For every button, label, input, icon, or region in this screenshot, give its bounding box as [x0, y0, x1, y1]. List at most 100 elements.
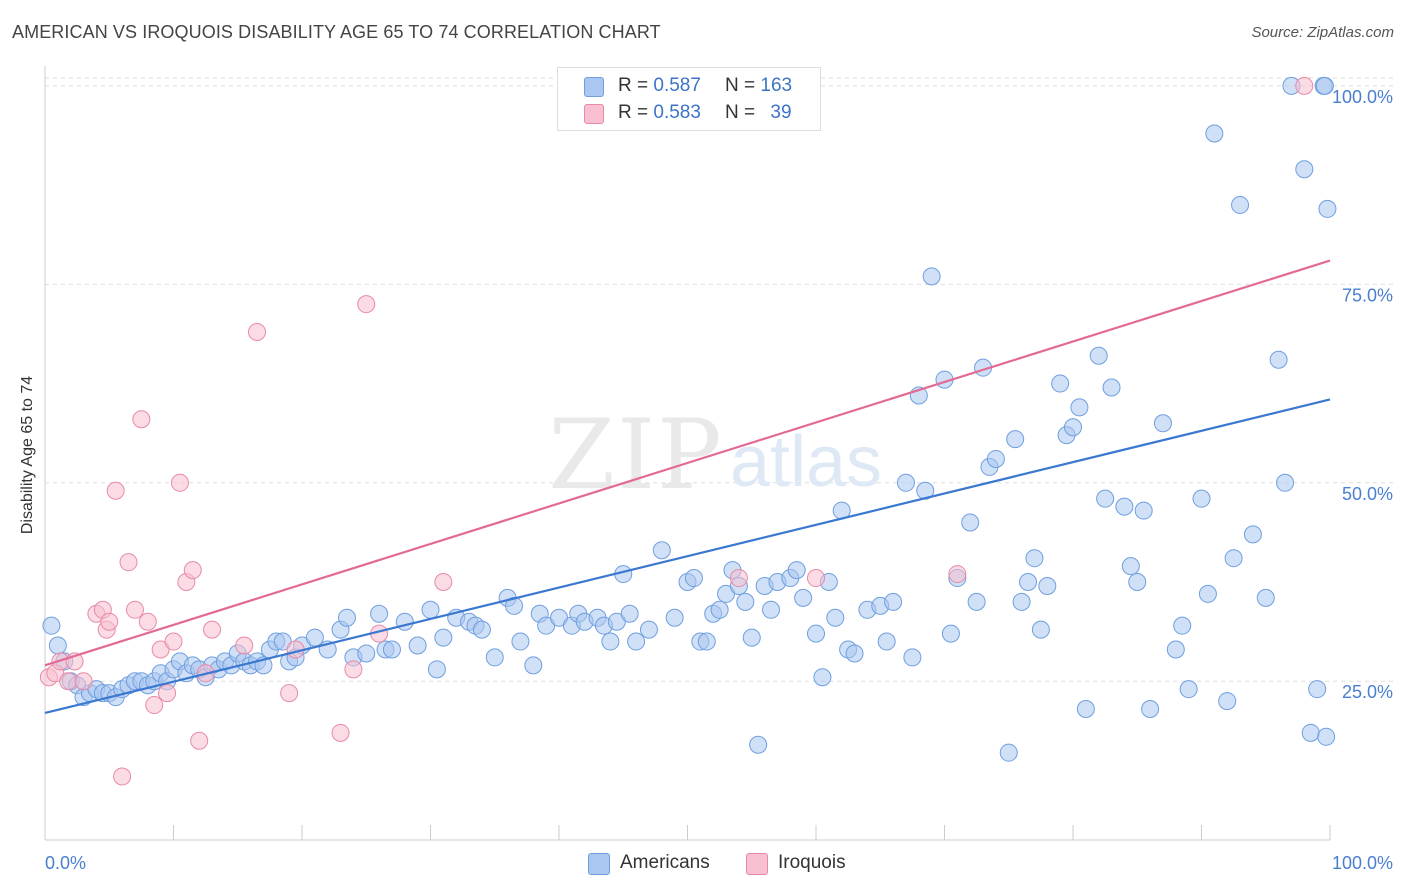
trend-lines	[44, 259, 1331, 715]
point-americans	[370, 604, 389, 623]
point-iroquois	[1295, 76, 1314, 95]
point-americans	[710, 600, 729, 619]
point-americans	[717, 584, 736, 603]
point-iroquois	[344, 660, 363, 679]
trend-line-iroquois	[44, 259, 1331, 667]
point-americans	[273, 632, 292, 651]
point-americans	[505, 596, 524, 615]
point-americans	[427, 660, 446, 679]
point-americans	[1317, 727, 1336, 746]
point-iroquois	[434, 573, 453, 592]
point-americans	[485, 648, 504, 667]
legend-row-americans: R = 0.587 N = 163	[558, 73, 820, 101]
point-iroquois	[106, 481, 125, 500]
point-americans	[896, 473, 915, 492]
point-americans	[903, 648, 922, 667]
bottom-legend-label-iroquois: Iroquois	[778, 852, 846, 873]
point-americans	[1051, 374, 1070, 393]
point-americans	[826, 608, 845, 627]
point-americans	[524, 656, 543, 675]
point-americans	[762, 600, 781, 619]
x-tick-label: 100.0%	[1332, 853, 1393, 873]
point-americans	[1315, 76, 1334, 95]
chart-source: Source: ZipAtlas.com	[1251, 24, 1394, 41]
bottom-legend-label-americans: Americans	[620, 852, 710, 873]
series-iroquois	[39, 76, 1314, 786]
legend-row-iroquois: R = 0.583 N = 39	[558, 100, 820, 128]
point-iroquois	[138, 612, 157, 631]
point-americans	[1301, 723, 1320, 742]
point-americans	[1006, 430, 1025, 449]
point-americans	[1224, 549, 1243, 568]
point-americans	[742, 628, 761, 647]
point-americans	[961, 513, 980, 532]
legend-r-americans: R = 0.587	[618, 75, 701, 96]
point-americans	[652, 541, 671, 560]
legend-swatch-iroquois	[584, 104, 604, 124]
point-americans	[472, 620, 491, 639]
point-americans	[357, 644, 376, 663]
chart-title: AMERICAN VS IROQUOIS DISABILITY AGE 65 T…	[12, 22, 661, 42]
point-americans	[1153, 414, 1172, 433]
point-americans	[1038, 576, 1057, 595]
point-iroquois	[59, 672, 78, 691]
point-iroquois	[357, 295, 376, 314]
point-iroquois	[151, 640, 170, 659]
legend-r-iroquois: R = 0.583	[618, 102, 701, 123]
point-americans	[1166, 640, 1185, 659]
point-americans	[845, 644, 864, 663]
bottom-legend-swatch-americans	[588, 853, 610, 875]
point-americans	[967, 592, 986, 611]
point-iroquois	[729, 569, 748, 588]
point-iroquois	[132, 410, 151, 429]
point-americans	[639, 620, 658, 639]
point-americans	[1121, 557, 1140, 576]
point-americans	[1198, 584, 1217, 603]
point-americans	[1102, 378, 1121, 397]
point-americans	[48, 636, 67, 655]
point-americans	[421, 600, 440, 619]
point-americans	[607, 612, 626, 631]
axes	[44, 66, 1331, 841]
point-americans	[749, 735, 768, 754]
point-americans	[986, 449, 1005, 468]
point-americans	[999, 743, 1018, 762]
point-americans	[1173, 616, 1192, 635]
point-iroquois	[170, 473, 189, 492]
bottom-legend-swatch-iroquois	[746, 853, 768, 875]
point-americans	[1070, 398, 1089, 417]
point-americans	[1243, 525, 1262, 544]
point-americans	[620, 604, 639, 623]
point-americans	[1269, 350, 1288, 369]
x-tick-label: 0.0%	[45, 853, 86, 873]
point-americans	[1089, 346, 1108, 365]
point-iroquois	[164, 632, 183, 651]
point-americans	[736, 592, 755, 611]
point-americans	[1128, 573, 1147, 592]
legend-n-americans: N = 163	[725, 75, 793, 96]
point-americans	[877, 632, 896, 651]
point-americans	[1218, 692, 1237, 711]
watermark: ZIP atlas	[548, 399, 882, 511]
point-iroquois	[145, 696, 164, 715]
point-iroquois	[119, 553, 138, 572]
y-tick-label: 25.0%	[1342, 682, 1393, 702]
tick-labels: 25.0% 50.0% 75.0% 100.0% 0.0% 100.0%	[45, 87, 1393, 873]
y-tick-label: 75.0%	[1342, 285, 1393, 305]
point-americans	[627, 632, 646, 651]
point-americans	[537, 616, 556, 635]
trend-line-americans	[44, 398, 1331, 715]
point-americans	[434, 628, 453, 647]
point-iroquois	[74, 672, 93, 691]
point-americans	[1019, 573, 1038, 592]
point-iroquois	[125, 600, 144, 619]
point-americans	[601, 632, 620, 651]
point-americans	[1231, 195, 1250, 214]
point-americans	[1076, 700, 1095, 719]
point-iroquois	[183, 561, 202, 580]
point-iroquois	[235, 636, 254, 655]
point-americans	[1064, 418, 1082, 437]
point-americans	[941, 624, 960, 643]
point-americans	[1115, 497, 1134, 516]
point-americans	[382, 640, 401, 659]
